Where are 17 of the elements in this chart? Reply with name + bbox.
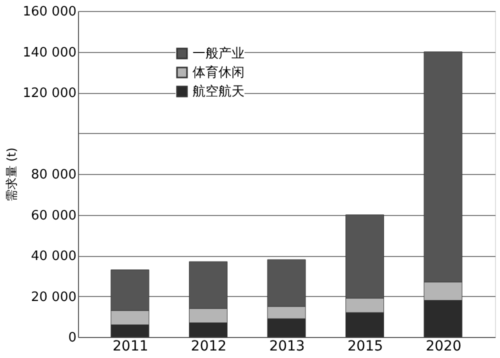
y-tick-label: 80 000 <box>31 168 76 182</box>
y-tick-label: 0 <box>68 330 76 346</box>
x-tick-label: 2015 <box>347 338 384 354</box>
y-tick-label: 20 000 <box>31 290 76 305</box>
x-tick-label: 2013 <box>269 338 305 354</box>
y-tick-label: 40 000 <box>31 249 76 264</box>
y-tick-label: 60 000 <box>31 208 76 224</box>
y-tick-label: 140 000 <box>22 45 76 60</box>
legend-label: 航空航天 <box>192 84 244 100</box>
y-tick-label: 160 000 <box>22 4 76 20</box>
legend-label: 体育休闲 <box>192 64 244 80</box>
y-tick-label: 120 000 <box>22 86 76 101</box>
legend-label: 一般产业 <box>192 46 244 62</box>
y-axis-title: 需求量 (t) <box>4 148 19 202</box>
x-tick-label: 2020 <box>426 338 462 354</box>
x-tick-label: 2011 <box>112 338 148 354</box>
x-tick-label: 2012 <box>190 338 227 354</box>
